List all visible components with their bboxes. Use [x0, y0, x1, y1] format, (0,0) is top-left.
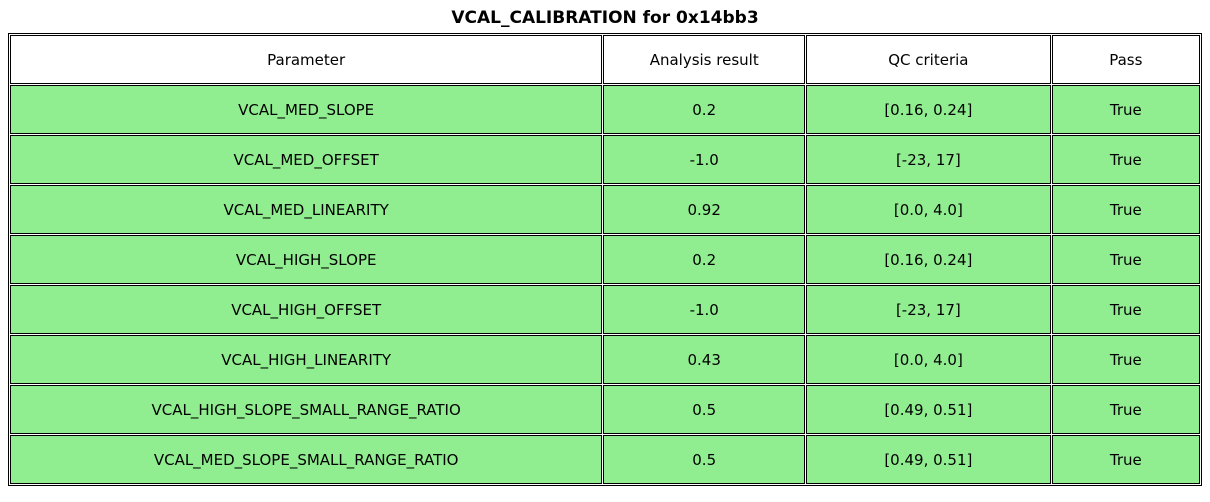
pass-cell: True: [1051, 135, 1200, 184]
qc-results-table: Parameter Analysis result QC criteria Pa…: [8, 33, 1202, 486]
qc-cell: [0.49, 0.51]: [806, 385, 1051, 434]
parameter-cell: VCAL_MED_SLOPE: [10, 85, 603, 134]
result-cell: 0.43: [603, 335, 806, 384]
column-header-parameter: Parameter: [10, 35, 603, 84]
header-row: Parameter Analysis result QC criteria Pa…: [10, 35, 1200, 84]
pass-cell: True: [1051, 385, 1200, 434]
parameter-cell: VCAL_HIGH_SLOPE: [10, 235, 603, 284]
result-cell: 0.92: [603, 185, 806, 234]
table-row: VCAL_MED_LINEARITY 0.92 [0.0, 4.0] True: [10, 185, 1200, 234]
table-row: VCAL_MED_OFFSET -1.0 [-23, 17] True: [10, 135, 1200, 184]
page-title: VCAL_CALIBRATION for 0x14bb3: [451, 8, 759, 28]
qc-cell: [0.16, 0.24]: [806, 235, 1051, 284]
parameter-cell: VCAL_HIGH_LINEARITY: [10, 335, 603, 384]
table-row: VCAL_HIGH_OFFSET -1.0 [-23, 17] True: [10, 285, 1200, 334]
parameter-cell: VCAL_HIGH_SLOPE_SMALL_RANGE_RATIO: [10, 385, 603, 434]
qc-cell: [0.16, 0.24]: [806, 85, 1051, 134]
pass-cell: True: [1051, 335, 1200, 384]
qc-cell: [-23, 17]: [806, 135, 1051, 184]
table-row: VCAL_HIGH_SLOPE_SMALL_RANGE_RATIO 0.5 [0…: [10, 385, 1200, 434]
result-cell: -1.0: [603, 285, 806, 334]
column-header-qc-criteria: QC criteria: [806, 35, 1051, 84]
result-cell: -1.0: [603, 135, 806, 184]
qc-cell: [0.0, 4.0]: [806, 335, 1051, 384]
pass-cell: True: [1051, 435, 1200, 484]
result-cell: 0.2: [603, 85, 806, 134]
pass-cell: True: [1051, 185, 1200, 234]
pass-cell: True: [1051, 285, 1200, 334]
result-cell: 0.2: [603, 235, 806, 284]
result-cell: 0.5: [603, 435, 806, 484]
column-header-analysis-result: Analysis result: [603, 35, 806, 84]
column-header-pass: Pass: [1051, 35, 1200, 84]
table-row: VCAL_MED_SLOPE 0.2 [0.16, 0.24] True: [10, 85, 1200, 134]
result-cell: 0.5: [603, 385, 806, 434]
table-row: VCAL_MED_SLOPE_SMALL_RANGE_RATIO 0.5 [0.…: [10, 435, 1200, 484]
parameter-cell: VCAL_MED_OFFSET: [10, 135, 603, 184]
pass-cell: True: [1051, 85, 1200, 134]
parameter-cell: VCAL_MED_LINEARITY: [10, 185, 603, 234]
qc-cell: [0.0, 4.0]: [806, 185, 1051, 234]
table-row: VCAL_HIGH_LINEARITY 0.43 [0.0, 4.0] True: [10, 335, 1200, 384]
table-row: VCAL_HIGH_SLOPE 0.2 [0.16, 0.24] True: [10, 235, 1200, 284]
parameter-cell: VCAL_HIGH_OFFSET: [10, 285, 603, 334]
qc-cell: [-23, 17]: [806, 285, 1051, 334]
qc-cell: [0.49, 0.51]: [806, 435, 1051, 484]
parameter-cell: VCAL_MED_SLOPE_SMALL_RANGE_RATIO: [10, 435, 603, 484]
pass-cell: True: [1051, 235, 1200, 284]
